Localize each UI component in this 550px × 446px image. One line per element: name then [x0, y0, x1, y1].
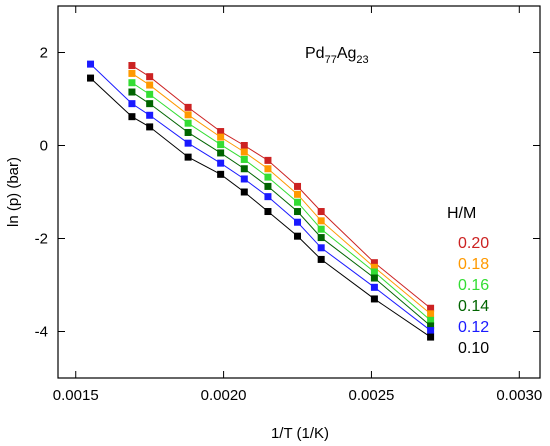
x-tick-label: 0.0030 [496, 387, 542, 404]
data-point [264, 193, 272, 201]
data-point [217, 133, 225, 141]
data-point [128, 79, 136, 87]
y-tick-label: -4 [35, 324, 48, 341]
data-point [427, 333, 435, 341]
data-point [217, 149, 225, 157]
legend-entry: 0.16 [458, 277, 489, 294]
data-point [240, 142, 248, 149]
data-point [317, 208, 325, 216]
data-point [217, 141, 225, 149]
data-point [294, 182, 302, 190]
data-point [370, 295, 378, 303]
legend-entry: 0.20 [458, 235, 489, 252]
data-point [128, 69, 136, 77]
x-axis-label: 1/T (1/K) [271, 425, 329, 442]
legend-entry: 0.18 [458, 256, 489, 273]
y-tick-label: 0 [40, 138, 48, 155]
data-point [427, 322, 435, 330]
x-tick-label: 0.0020 [201, 387, 247, 404]
annotation: Pd77Ag23 [305, 45, 369, 66]
data-point [294, 232, 302, 240]
data-point [87, 60, 95, 68]
annotation-part: Pd [305, 45, 325, 62]
data-point [87, 74, 95, 82]
data-point [317, 217, 325, 225]
annotation-part: Ag [337, 45, 357, 62]
legend-title: H/M [447, 205, 476, 222]
data-point [128, 113, 136, 121]
y-axis-label: ln (p) (bar) [5, 157, 22, 227]
data-point [427, 310, 435, 318]
data-point [264, 173, 272, 181]
data-point [217, 128, 225, 136]
annotation-sub: 77 [325, 54, 337, 66]
data-point [317, 225, 325, 233]
legend-entry: 0.14 [458, 298, 489, 315]
series-line [131, 73, 431, 315]
x-tick-label: 0.0015 [53, 387, 99, 404]
data-point [317, 244, 325, 252]
data-point [370, 283, 378, 291]
data-point [217, 170, 225, 178]
series-line [90, 63, 431, 331]
data-point [184, 103, 192, 111]
data-point [370, 274, 378, 282]
data-point [240, 148, 248, 156]
data-point [184, 153, 192, 161]
data-point [184, 111, 192, 119]
data-point [294, 198, 302, 206]
data-point [370, 268, 378, 276]
data-point [427, 316, 435, 324]
data-point [264, 156, 272, 164]
y-tick-label: -2 [35, 231, 48, 248]
data-point [217, 159, 225, 167]
data-point [294, 190, 302, 198]
x-tick-label: 0.0025 [349, 387, 395, 404]
data-point [240, 188, 248, 196]
data-point [264, 165, 272, 173]
data-point [146, 100, 154, 108]
data-point [427, 327, 435, 335]
series-line [131, 91, 431, 327]
legend-entry: 0.12 [458, 319, 489, 336]
data-point [146, 123, 154, 131]
data-point [317, 234, 325, 242]
data-point [370, 263, 378, 271]
data-point [146, 81, 154, 89]
data-point [240, 155, 248, 163]
data-point [240, 165, 248, 173]
data-point [184, 128, 192, 136]
data-point [264, 182, 272, 190]
data-point [294, 218, 302, 226]
series-line [131, 82, 431, 321]
data-point [294, 208, 302, 216]
series-line [90, 77, 431, 338]
series-line [131, 65, 431, 309]
data-point [128, 100, 136, 108]
annotation-sub: 23 [356, 54, 368, 66]
data-point [184, 139, 192, 147]
data-point [128, 88, 136, 96]
data-point [240, 175, 248, 183]
data-point [184, 119, 192, 127]
data-point [317, 255, 325, 263]
data-point [128, 62, 136, 70]
data-point [146, 73, 154, 81]
data-point [370, 259, 378, 267]
data-point [427, 304, 435, 312]
legend-entry: 0.10 [458, 340, 489, 357]
plot-frame [57, 5, 541, 379]
data-point [146, 90, 154, 98]
data-point [264, 208, 272, 216]
y-tick-label: 2 [40, 45, 48, 62]
data-point [146, 111, 154, 119]
